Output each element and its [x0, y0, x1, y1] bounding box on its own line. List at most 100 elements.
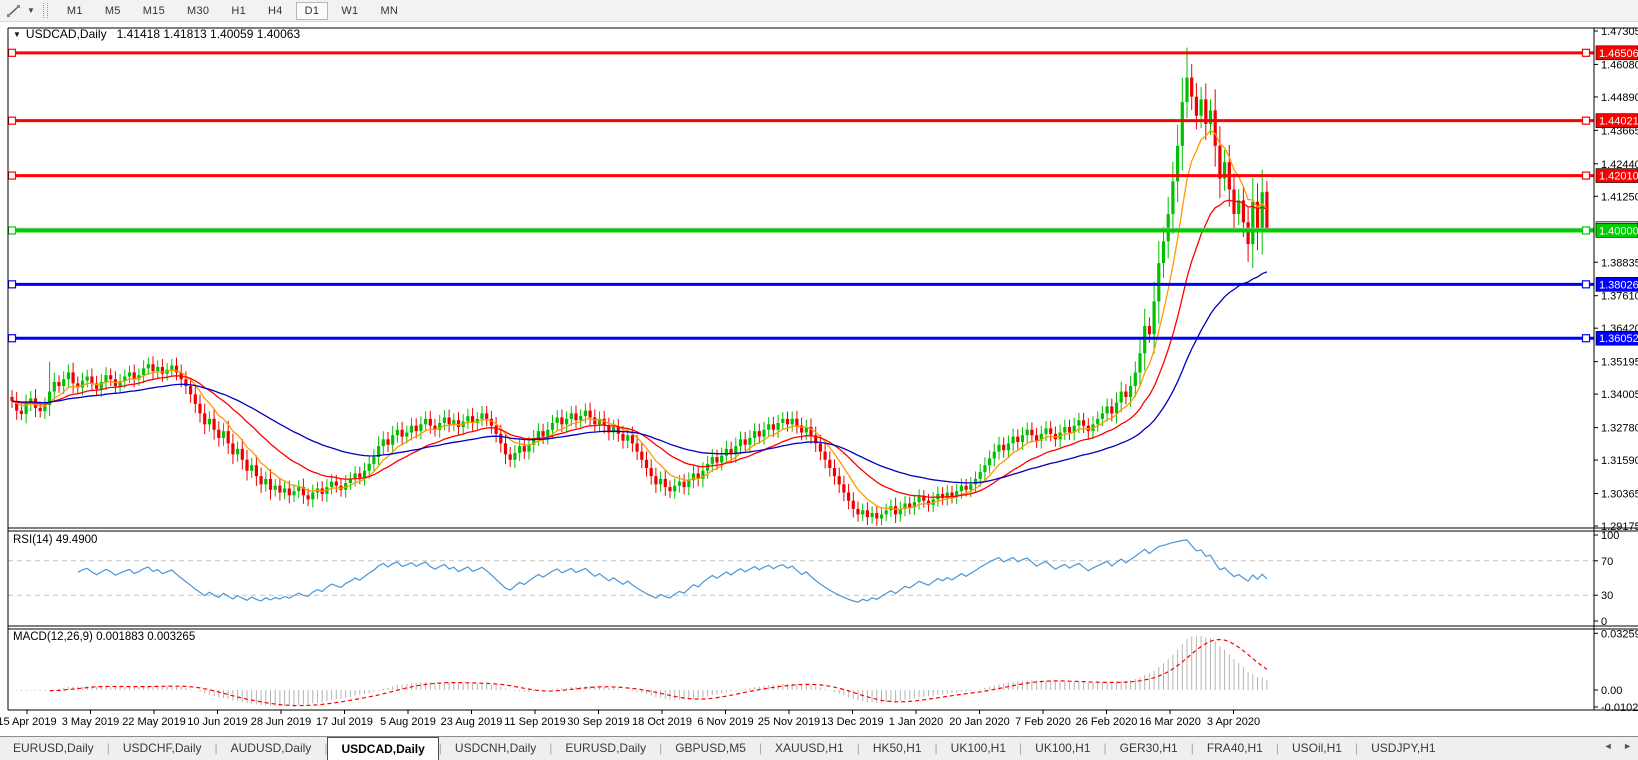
- timeframe-button-MN[interactable]: MN: [380, 4, 399, 17]
- svg-text:1.46080: 1.46080: [1601, 59, 1638, 71]
- chart-canvas[interactable]: 1.47305 1.46080 1.44890 1.43665 1.42440 1.412…: [0, 22, 1638, 736]
- timeframe-button-M1[interactable]: M1: [66, 4, 83, 17]
- macd-indicator-label: MACD(12,26,9) 0.001883 0.003265: [13, 631, 196, 643]
- tab-separator: |: [758, 741, 763, 755]
- tab-scroll-right-icon[interactable]: ►: [1623, 741, 1632, 751]
- svg-text:20 Jan 2020: 20 Jan 2020: [949, 716, 1010, 728]
- chart-tab-FRA40-H1[interactable]: FRA40,H1: [1206, 741, 1263, 755]
- svg-text:1.35195: 1.35195: [1601, 357, 1638, 369]
- svg-text:70: 70: [1601, 556, 1613, 568]
- chart-collapse-icon[interactable]: ▼: [13, 30, 21, 39]
- svg-text:18 Oct 2019: 18 Oct 2019: [632, 716, 692, 728]
- svg-text:1.44021: 1.44021: [1599, 116, 1638, 128]
- svg-text:1.32780: 1.32780: [1601, 423, 1638, 435]
- timeframe-button-H4[interactable]: H4: [268, 4, 283, 17]
- svg-text:10 Jun 2019: 10 Jun 2019: [187, 716, 248, 728]
- tab-separator: |: [934, 741, 938, 755]
- svg-text:28 Jun 2019: 28 Jun 2019: [251, 716, 312, 728]
- tab-separator: |: [324, 741, 328, 755]
- svg-text:1.47305: 1.47305: [1601, 26, 1638, 38]
- chart-tab-USOil-H1[interactable]: USOil,H1: [1291, 741, 1342, 755]
- chart-tab-USDCAD-Daily[interactable]: USDCAD,Daily: [327, 737, 439, 760]
- svg-text:1.38835: 1.38835: [1601, 257, 1638, 269]
- svg-text:3 May 2019: 3 May 2019: [62, 716, 119, 728]
- svg-text:3 Apr 2020: 3 Apr 2020: [1207, 716, 1260, 728]
- svg-text:0.00: 0.00: [1601, 685, 1622, 697]
- tab-separator: |: [1190, 741, 1194, 755]
- tab-separator: |: [549, 741, 553, 755]
- svg-text:0.032595: 0.032595: [1601, 628, 1638, 640]
- tab-separator: |: [1354, 741, 1359, 755]
- tab-separator: |: [659, 741, 663, 755]
- tab-separator: |: [1103, 741, 1107, 755]
- chart-symbol-label: USDCAD,Daily: [25, 27, 107, 41]
- svg-text:1.37610: 1.37610: [1601, 291, 1638, 303]
- chart-title: ▼ USDCAD,Daily 1.41418 1.41813 1.40059 1.4…: [13, 27, 300, 41]
- chart-tab-UK100-H1[interactable]: UK100,H1: [950, 741, 1007, 755]
- tab-scroll-left-icon[interactable]: ◄: [1603, 741, 1613, 751]
- chart-tab-USDCNH-Daily[interactable]: USDCNH,Daily: [454, 741, 537, 755]
- timeframe-button-W1[interactable]: W1: [341, 4, 359, 17]
- tab-separator: |: [1019, 741, 1023, 755]
- svg-text:5 Aug 2019: 5 Aug 2019: [380, 716, 436, 728]
- svg-text:15 Apr 2019: 15 Apr 2019: [0, 716, 57, 728]
- chart-tab-USDCHF-Daily[interactable]: USDCHF,Daily: [122, 741, 202, 755]
- svg-text:1.36052: 1.36052: [1599, 333, 1638, 345]
- timeframe-button-M5[interactable]: M5: [104, 4, 121, 17]
- svg-text:1.31590: 1.31590: [1601, 455, 1638, 467]
- tab-separator: |: [214, 741, 218, 755]
- svg-text:1.29175: 1.29175: [1601, 521, 1638, 533]
- svg-text:30: 30: [1601, 590, 1613, 602]
- svg-text:1.30365: 1.30365: [1601, 489, 1638, 501]
- chart-tab-EURUSD-Daily[interactable]: EURUSD,Daily: [565, 741, 647, 755]
- chart-tab-EURUSD-Daily[interactable]: EURUSD,Daily: [13, 741, 94, 755]
- chart-tab-GBPUSD-M5[interactable]: GBPUSD,M5: [675, 741, 746, 755]
- svg-text:-0.010222: -0.010222: [1601, 702, 1638, 714]
- chart-tab-XAUUSD-H1[interactable]: XAUUSD,H1: [775, 741, 844, 755]
- svg-text:1.38026: 1.38026: [1599, 279, 1638, 291]
- chart-tab-AUDUSD-Daily[interactable]: AUDUSD,Daily: [230, 741, 312, 755]
- timeframe-toolbar: ▼ M1 M5 M15 M30 H1 H4 D1 W1 MN: [0, 0, 1638, 22]
- svg-text:22 May 2019: 22 May 2019: [122, 716, 186, 728]
- timeframe-button-M15[interactable]: M15: [142, 4, 166, 17]
- timeframe-button-M30[interactable]: M30: [187, 4, 210, 17]
- svg-text:30 Sep 2019: 30 Sep 2019: [567, 716, 629, 728]
- chart-ohlc-values: 1.41418 1.41813 1.40059 1.40063: [116, 27, 301, 41]
- svg-text:1.44890: 1.44890: [1601, 92, 1638, 104]
- svg-text:100: 100: [1601, 530, 1619, 542]
- tab-separator: |: [856, 741, 860, 755]
- svg-text:1.41250: 1.41250: [1601, 191, 1638, 203]
- svg-text:1.40000: 1.40000: [1599, 225, 1638, 237]
- svg-text:1.42010: 1.42010: [1599, 171, 1638, 183]
- svg-text:7 Feb 2020: 7 Feb 2020: [1015, 716, 1071, 728]
- svg-text:1.42440: 1.42440: [1601, 159, 1638, 171]
- svg-text:16 Mar 2020: 16 Mar 2020: [1139, 716, 1201, 728]
- chart-tab-UK100-H1[interactable]: UK100,H1: [1035, 741, 1091, 755]
- chart-tab-HK50-H1[interactable]: HK50,H1: [872, 741, 922, 755]
- chart-tab-USDJPY-H1[interactable]: USDJPY,H1: [1371, 741, 1436, 755]
- chart-tab-GER30-H1[interactable]: GER30,H1: [1119, 741, 1178, 755]
- svg-text:1.46506: 1.46506: [1599, 48, 1638, 60]
- rsi-indicator-label: RSI(14) 49.4900: [13, 534, 98, 546]
- toolbar-separator: [42, 3, 48, 18]
- svg-text:13 Dec 2019: 13 Dec 2019: [821, 716, 883, 728]
- svg-text:23 Aug 2019: 23 Aug 2019: [441, 716, 503, 728]
- svg-text:17 Jul 2019: 17 Jul 2019: [316, 716, 373, 728]
- svg-text:1.43665: 1.43665: [1601, 125, 1638, 137]
- svg-text:1 Jan 2020: 1 Jan 2020: [889, 716, 943, 728]
- tab-separator: |: [106, 741, 110, 755]
- timeframe-button-D1[interactable]: D1: [295, 1, 329, 20]
- timeframe-button-H1[interactable]: H1: [231, 4, 246, 17]
- svg-text:6 Nov 2019: 6 Nov 2019: [697, 716, 753, 728]
- timeframe-buttons: M1 M5 M15 M30 H1 H4 D1 W1 MN: [56, 1, 409, 20]
- tool-dropdown-caret-icon[interactable]: ▼: [27, 6, 35, 15]
- tab-separator: |: [1275, 741, 1279, 755]
- chart-tab-bar: EURUSD,Daily | USDCHF,Daily | AUDUSD,Daily | U…: [0, 736, 1638, 760]
- svg-text:25 Nov 2019: 25 Nov 2019: [758, 716, 820, 728]
- tab-separator: |: [438, 741, 442, 755]
- svg-text:0: 0: [1601, 616, 1607, 628]
- trendline-tool-icon[interactable]: [1, 2, 27, 20]
- svg-text:26 Feb 2020: 26 Feb 2020: [1076, 716, 1138, 728]
- svg-text:1.34005: 1.34005: [1601, 389, 1638, 401]
